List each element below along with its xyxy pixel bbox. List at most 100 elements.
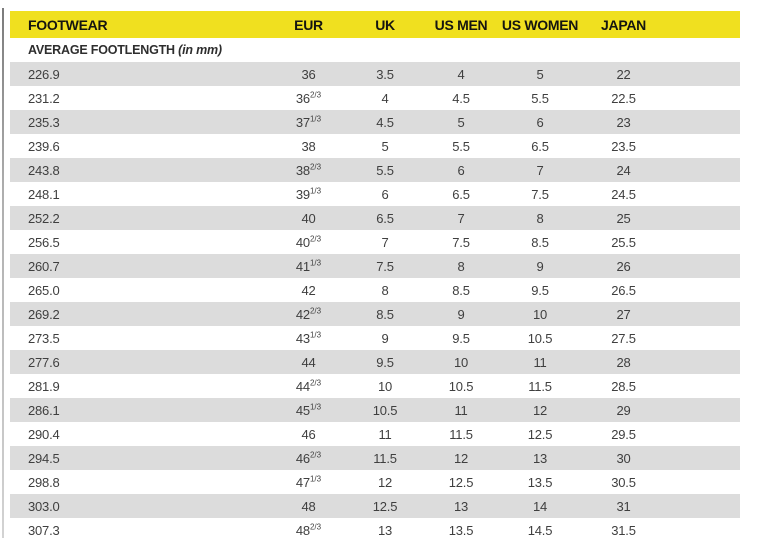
cell-us-women: 5 <box>536 66 544 82</box>
cell-eur: 371/3 <box>295 114 322 130</box>
table-row: 231.2 362/3 4 4.5 5.5 22.5 <box>10 86 740 110</box>
cell-uk: 3.5 <box>376 66 394 82</box>
column-header-us-women: US WOMEN <box>499 11 581 38</box>
cell-us-men: 5.5 <box>452 138 470 154</box>
table-row: 277.6 44 9.5 10 11 28 <box>10 350 740 374</box>
cell-us-men: 11.5 <box>449 426 473 442</box>
cell-us-men: 13 <box>453 498 469 514</box>
table-row: 265.0 42 8 8.5 9.5 26.5 <box>10 278 740 302</box>
cell-uk: 5 <box>381 138 389 154</box>
cell-filler <box>666 518 740 542</box>
cell-eur: 44 <box>301 354 316 370</box>
cell-filler <box>666 398 740 422</box>
cell-japan: 30 <box>616 450 631 466</box>
cell-footlength: 298.8 <box>28 474 60 490</box>
subheader-row: AVERAGE FOOTLENGTH (in mm) <box>10 38 740 62</box>
table-row: 286.1 451/3 10.5 11 12 29 <box>10 398 740 422</box>
eur-fraction-superscript: 2/3 <box>309 306 322 316</box>
cell-japan: 24.5 <box>611 186 636 202</box>
column-header-us-men: US MEN <box>423 11 499 38</box>
cell-filler <box>666 254 740 278</box>
table-row: 294.5 462/3 11.5 12 13 30 <box>10 446 740 470</box>
cell-uk: 5.5 <box>376 162 394 178</box>
size-conversion-table: FOOTWEAR EUR UK US MEN US WOMEN JAPAN AV… <box>10 11 740 542</box>
cell-footlength: 235.3 <box>28 114 60 130</box>
eur-fraction-superscript: 1/3 <box>309 186 322 196</box>
column-header-uk: UK <box>347 11 423 38</box>
cell-japan: 22.5 <box>611 90 636 106</box>
cell-us-men: 10 <box>453 354 469 370</box>
cell-japan: 23 <box>616 114 631 130</box>
table-row: 281.9 442/3 10 10.5 11.5 28.5 <box>10 374 740 398</box>
cell-uk: 10 <box>377 378 393 394</box>
column-header-eur: EUR <box>270 11 347 38</box>
cell-us-men: 10.5 <box>448 378 474 394</box>
eur-fraction-superscript: 2/3 <box>309 450 322 460</box>
cell-japan: 31.5 <box>611 522 636 538</box>
cell-eur: 362/3 <box>295 90 322 106</box>
table-row: 260.7 411/3 7.5 8 9 26 <box>10 254 740 278</box>
eur-fraction-superscript: 2/3 <box>309 234 322 244</box>
cell-us-men: 12.5 <box>448 474 474 490</box>
table-row: 243.8 382/3 5.5 6 7 24 <box>10 158 740 182</box>
cell-uk: 9 <box>381 330 389 346</box>
cell-footlength: 273.5 <box>28 330 60 346</box>
cell-uk: 4 <box>381 90 389 106</box>
cell-filler <box>666 302 740 326</box>
cell-us-men: 4 <box>457 66 465 82</box>
cell-filler <box>666 230 740 254</box>
cell-uk: 11.5 <box>373 450 397 466</box>
cell-footlength: 243.8 <box>28 162 60 178</box>
cell-footlength: 239.6 <box>28 138 60 154</box>
cell-us-women: 7 <box>536 162 544 178</box>
cell-us-men: 6 <box>457 162 465 178</box>
cell-us-men: 7.5 <box>452 234 470 250</box>
cell-filler <box>666 134 740 158</box>
cell-us-women: 8 <box>536 210 544 226</box>
table-row: 226.9 36 3.5 4 5 22 <box>10 62 740 86</box>
cell-filler <box>666 494 740 518</box>
cell-eur: 48 <box>301 498 316 514</box>
scan-artifact-line <box>2 8 4 538</box>
table-row: 273.5 431/3 9 9.5 10.5 27.5 <box>10 326 740 350</box>
cell-filler <box>666 158 740 182</box>
cell-eur: 462/3 <box>295 450 322 466</box>
cell-japan: 28 <box>616 354 631 370</box>
eur-fraction-superscript: 1/3 <box>309 114 322 124</box>
table-row: 239.6 38 5 5.5 6.5 23.5 <box>10 134 740 158</box>
cell-footlength: 307.3 <box>28 522 60 538</box>
cell-eur: 36 <box>301 66 316 82</box>
cell-eur: 46 <box>301 426 316 442</box>
header-filler <box>666 11 740 38</box>
cell-us-women: 6 <box>536 114 544 130</box>
cell-us-men: 12 <box>453 450 469 466</box>
cell-us-women: 6.5 <box>531 138 549 154</box>
cell-japan: 23.5 <box>611 138 636 154</box>
cell-japan: 24 <box>616 162 631 178</box>
cell-filler <box>666 62 740 86</box>
cell-eur: 451/3 <box>295 402 322 418</box>
cell-eur: 402/3 <box>295 234 322 250</box>
cell-us-women: 13.5 <box>527 474 553 490</box>
subheader-label: AVERAGE FOOTLENGTH <box>28 43 175 57</box>
cell-japan: 29.5 <box>611 426 636 442</box>
cell-us-women: 11.5 <box>528 378 552 394</box>
cell-footlength: 252.2 <box>28 210 60 226</box>
cell-footlength: 256.5 <box>28 234 60 250</box>
cell-japan: 27 <box>616 306 631 322</box>
eur-fraction-superscript: 1/3 <box>309 330 322 340</box>
cell-uk: 8.5 <box>376 306 394 322</box>
cell-filler <box>666 206 740 230</box>
cell-us-men: 4.5 <box>452 90 470 106</box>
cell-uk: 8 <box>381 282 389 298</box>
cell-filler <box>666 422 740 446</box>
cell-filler <box>666 326 740 350</box>
cell-footlength: 286.1 <box>28 402 60 418</box>
cell-footlength: 294.5 <box>28 450 60 466</box>
cell-footlength: 290.4 <box>28 426 60 442</box>
eur-fraction-superscript: 2/3 <box>309 162 322 172</box>
table-body: 226.9 36 3.5 4 5 22 231.2 362/3 4 4.5 5.5 22.5 235.3… <box>10 62 740 542</box>
cell-uk: 7.5 <box>376 258 394 274</box>
cell-us-women: 12.5 <box>527 426 553 442</box>
eur-fraction-superscript: 2/3 <box>309 378 322 388</box>
